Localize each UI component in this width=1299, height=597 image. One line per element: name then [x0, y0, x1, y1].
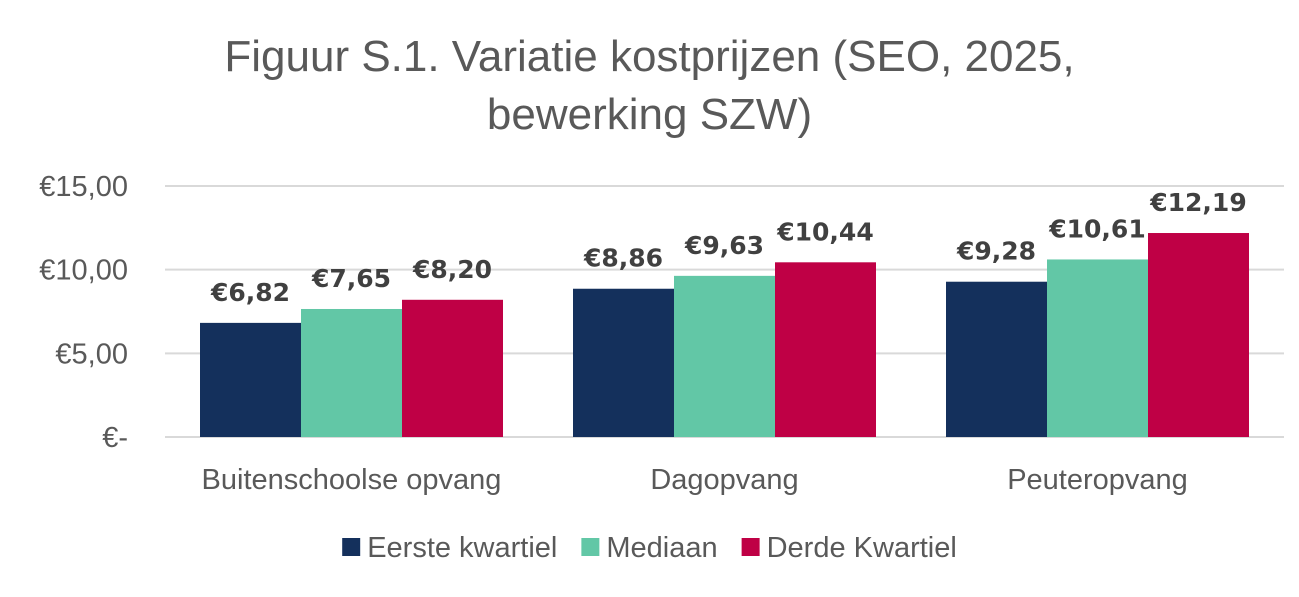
legend: Eerste kwartiel Mediaan Derde Kwartiel — [342, 532, 957, 564]
legend-swatch — [741, 538, 760, 556]
data-label: €8,20 — [412, 255, 492, 284]
bar — [573, 288, 674, 437]
data-label: €9,28 — [956, 237, 1036, 266]
data-label: €12,19 — [1149, 188, 1246, 217]
x-axis: Buitenschoolse opvang Dagopvang Peuteropva… — [202, 464, 1188, 496]
bar — [402, 299, 503, 437]
x-tick-label: Dagopvang — [650, 464, 798, 496]
bar — [946, 281, 1047, 437]
legend-label: Eerste kwartiel — [367, 532, 557, 564]
bar — [1047, 259, 1148, 437]
data-label: €10,61 — [1048, 214, 1145, 243]
bar — [1148, 233, 1249, 437]
legend-swatch — [342, 538, 361, 556]
chart-title-line-1: Figuur S.1. Variatie kostprijzen (SEO, 2… — [224, 32, 1075, 81]
data-label: €10,44 — [776, 217, 873, 246]
bar — [674, 275, 775, 437]
chart-title-line-2: bewerking SZW) — [486, 90, 813, 139]
bar — [775, 262, 876, 437]
bars — [200, 233, 1249, 437]
legend-label: Derde Kwartiel — [767, 532, 957, 564]
chart-title: Figuur S.1. Variatie kostprijzen (SEO, 2… — [0, 28, 1299, 144]
data-labels: €6,82 €7,65 €8,20 €8,86 €9,63 €10,44 €9,28 €10,… — [210, 188, 1247, 307]
x-tick-label: Buitenschoolse opvang — [202, 464, 502, 496]
legend-label: Mediaan — [606, 532, 717, 564]
y-tick-label: €5,00 — [55, 338, 128, 370]
y-axis: €- €5,00 €10,00 €15,00 — [39, 171, 128, 454]
x-tick-label: Peuteropvang — [1007, 464, 1188, 496]
data-label: €7,65 — [311, 264, 391, 293]
bar — [200, 322, 301, 437]
y-tick-label: €15,00 — [39, 171, 128, 203]
data-label: €6,82 — [210, 278, 290, 307]
data-label: €9,63 — [684, 231, 764, 260]
legend-swatch — [581, 538, 600, 556]
y-tick-label: €- — [102, 422, 128, 454]
bar — [301, 308, 402, 437]
y-tick-label: €10,00 — [39, 255, 128, 287]
data-label: €8,86 — [583, 244, 663, 273]
